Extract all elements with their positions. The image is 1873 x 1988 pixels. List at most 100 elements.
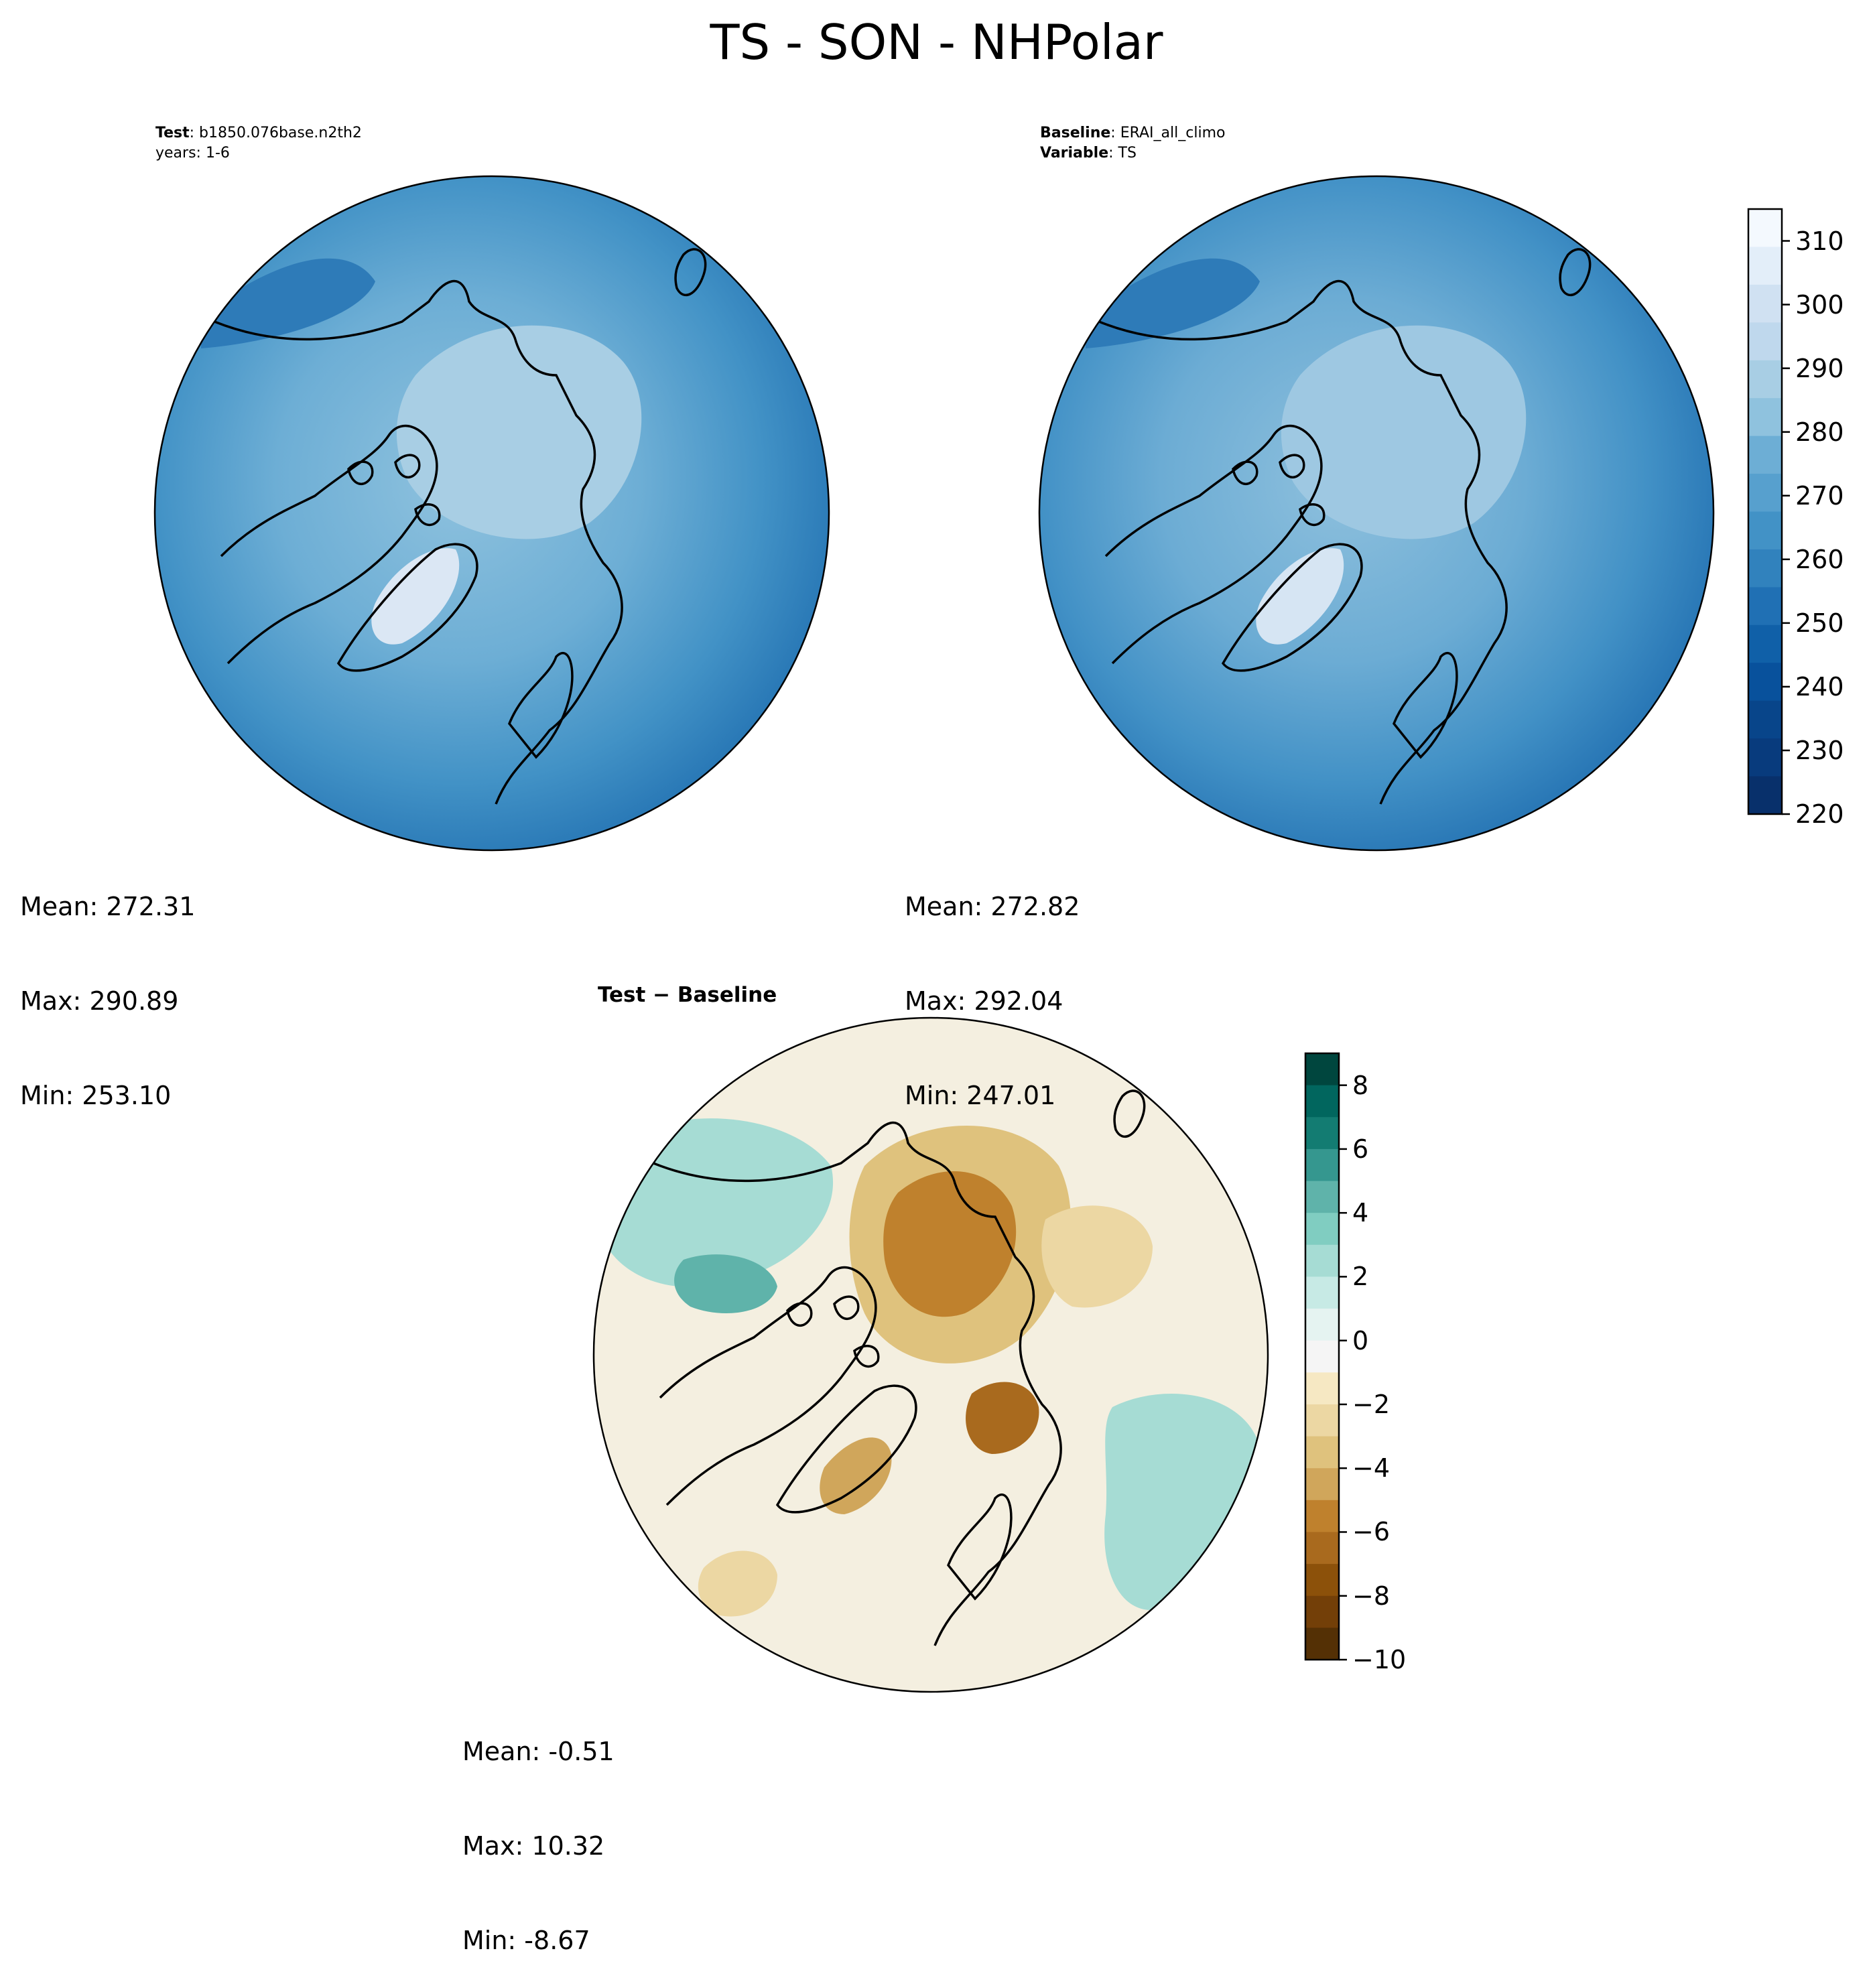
diff-east-siberia-negative bbox=[1041, 1205, 1153, 1308]
baseline-label-value: ERAI_all_climo bbox=[1120, 125, 1226, 141]
test-label-key: Test bbox=[155, 125, 190, 141]
colorbar-swatch bbox=[1748, 360, 1782, 399]
colorbar-swatch bbox=[1748, 624, 1782, 663]
test-greenland-cold-region bbox=[371, 548, 460, 645]
test-max: Max: 290.89 bbox=[20, 986, 179, 1016]
diff-coast-eurasia bbox=[653, 1121, 1062, 1646]
colorbar-tick-label: 250 bbox=[1795, 608, 1844, 638]
test-years-line: years: 1-6 bbox=[155, 145, 230, 161]
colorbar-swatch bbox=[1748, 322, 1782, 361]
colorbar-swatch bbox=[1305, 1564, 1339, 1597]
baseline-coastlines bbox=[1098, 248, 1592, 805]
colorbar-swatch bbox=[1748, 474, 1782, 513]
test-map bbox=[155, 176, 829, 850]
test-stats: Mean: 272.31 Max: 290.89 Min: 253.10 bbox=[20, 828, 195, 1143]
baseline-coast-eurasia bbox=[1098, 279, 1508, 805]
diff-coast-scandinavia bbox=[946, 1493, 1013, 1601]
test-label-sep: : bbox=[189, 125, 200, 141]
baseline-max: Max: 292.04 bbox=[905, 986, 1063, 1016]
colorbar-swatch bbox=[1748, 738, 1782, 777]
baseline-pacific-warm-region bbox=[1086, 258, 1260, 348]
test-min: Min: 253.10 bbox=[20, 1081, 172, 1110]
baseline-map bbox=[1039, 176, 1714, 850]
baseline-min: Min: 247.01 bbox=[905, 1081, 1056, 1110]
test-label-value: b1850.076base.n2th2 bbox=[199, 125, 362, 141]
colorbar-swatch bbox=[1305, 1085, 1339, 1118]
colorbar-swatch bbox=[1748, 663, 1782, 702]
variable-label-sep: : bbox=[1108, 145, 1118, 161]
colorbar-tick-label: 220 bbox=[1795, 799, 1844, 829]
colorbar-tick-label: −6 bbox=[1352, 1517, 1391, 1547]
colorbar-swatch bbox=[1305, 1053, 1339, 1086]
diff-max: Max: 10.32 bbox=[462, 1831, 605, 1861]
baseline-coast-north-america bbox=[1104, 424, 1323, 665]
colorbar-swatch bbox=[1748, 511, 1782, 550]
baseline-label-key: Baseline bbox=[1040, 125, 1111, 141]
colorbar-swatch bbox=[1305, 1244, 1339, 1278]
colorbar-tick-label: −4 bbox=[1352, 1453, 1391, 1483]
baseline-label-sep: : bbox=[1110, 125, 1120, 141]
test-coast-greenland bbox=[336, 543, 478, 672]
colorbar-tick-label: −10 bbox=[1352, 1645, 1407, 1674]
baseline-coast-arctic-islands bbox=[1232, 454, 1326, 527]
test-polar-ice-region bbox=[396, 325, 642, 539]
colorbar-swatch bbox=[1748, 209, 1782, 248]
colorbar-frame bbox=[1304, 1052, 1340, 1661]
baseline-coast-scandinavia bbox=[1392, 651, 1458, 759]
colorbar-swatch bbox=[1748, 776, 1782, 815]
test-coastlines bbox=[214, 248, 707, 805]
colorbar-tick-label: 2 bbox=[1352, 1262, 1369, 1292]
diff-coastlines bbox=[653, 1089, 1146, 1646]
diff-greenland-negative bbox=[820, 1437, 892, 1514]
test-coast-scandinavia bbox=[507, 651, 574, 759]
colorbar-tick-label: 4 bbox=[1352, 1198, 1369, 1228]
baseline-polar-ice-region bbox=[1281, 325, 1527, 539]
baseline-coast-kamchatka bbox=[1559, 248, 1592, 297]
figure-title: TS - SON - NHPolar bbox=[710, 14, 1163, 70]
colorbar-tick-label: 230 bbox=[1795, 735, 1844, 765]
test-coast-eurasia bbox=[214, 279, 623, 805]
colorbar-swatch bbox=[1748, 700, 1782, 739]
diff-north-atlantic-negative bbox=[698, 1550, 777, 1617]
diff-coast-kamchatka bbox=[1113, 1089, 1146, 1138]
colorbar-tick-label: 290 bbox=[1795, 353, 1844, 383]
colorbar-swatch bbox=[1305, 1117, 1339, 1150]
colorbar-tick-label: 300 bbox=[1795, 289, 1844, 320]
colorbar-swatch bbox=[1748, 436, 1782, 474]
colorbar-tick-label: 270 bbox=[1795, 480, 1844, 511]
temperature-colorbar bbox=[1747, 208, 1790, 815]
diff-coast-arctic-islands bbox=[786, 1295, 880, 1368]
baseline-map-boundary bbox=[1038, 175, 1715, 852]
colorbar-tick-label: −8 bbox=[1352, 1581, 1391, 1611]
diff-arctic-strong-negative bbox=[883, 1171, 1017, 1317]
test-coast-arctic-islands bbox=[347, 454, 441, 527]
baseline-greenland-cold-region bbox=[1256, 548, 1344, 645]
variable-label-value: TS bbox=[1118, 145, 1137, 161]
colorbar-swatch bbox=[1748, 549, 1782, 588]
diff-stats: Mean: -0.51 Max: 10.32 Min: -8.67 bbox=[462, 1673, 615, 1988]
diff-mean: Mean: -0.51 bbox=[462, 1737, 615, 1766]
colorbar-swatch bbox=[1305, 1468, 1339, 1501]
test-mean: Mean: 272.31 bbox=[20, 892, 196, 921]
diff-map-boundary bbox=[592, 1016, 1269, 1693]
colorbar-swatch bbox=[1748, 398, 1782, 437]
figure-canvas bbox=[153, 175, 1790, 1693]
colorbar-frame bbox=[1747, 208, 1783, 815]
test-map-boundary bbox=[153, 175, 830, 852]
colorbar-swatch bbox=[1748, 247, 1782, 285]
diff-min: Min: -8.67 bbox=[462, 1926, 590, 1955]
test-coast-kamchatka bbox=[674, 248, 707, 297]
difference-colorbar bbox=[1304, 1052, 1347, 1661]
variable-label-key: Variable bbox=[1040, 145, 1109, 161]
test-panel-header: Test: b1850.076base.n2th2 years: 1-6 bbox=[155, 123, 362, 163]
diff-panel-title: Test − Baseline bbox=[598, 983, 777, 1007]
diff-barents-negative bbox=[966, 1382, 1039, 1454]
colorbar-tick-label: 240 bbox=[1795, 671, 1844, 702]
colorbar-tick-label: −2 bbox=[1352, 1389, 1391, 1419]
diff-siberia-positive bbox=[1104, 1394, 1260, 1611]
colorbar-swatch bbox=[1305, 1372, 1339, 1405]
colorbar-swatch bbox=[1305, 1436, 1339, 1469]
colorbar-swatch bbox=[1305, 1404, 1339, 1437]
colorbar-swatch bbox=[1305, 1309, 1339, 1341]
baseline-mean: Mean: 272.82 bbox=[905, 892, 1080, 921]
